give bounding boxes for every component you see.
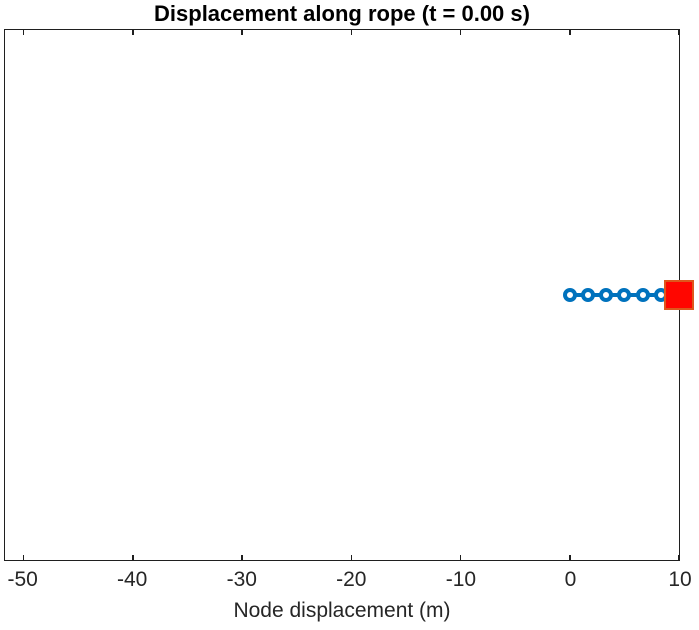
x-axis-tick-top — [132, 30, 134, 35]
rope-node-marker — [635, 288, 650, 302]
x-axis-tick-bottom — [569, 555, 571, 560]
x-axis-tick-top — [569, 30, 571, 35]
x-axis-tick-bottom — [678, 555, 680, 560]
x-axis-tick-bottom — [459, 555, 462, 560]
x-axis-tick-label: -10 — [445, 568, 477, 591]
x-axis-tick-top — [350, 30, 353, 35]
x-axis-tick-label: -30 — [226, 568, 257, 591]
x-axis-tick-label: -20 — [336, 568, 367, 591]
x-axis-tick-top — [241, 30, 243, 35]
end-mass-marker — [664, 280, 694, 310]
x-axis-tick-top — [459, 30, 462, 35]
chart-title: Displacement along rope (t = 0.00 s) — [154, 1, 530, 26]
x-axis-tick-bottom — [22, 555, 25, 560]
x-axis-tick-label: -50 — [7, 568, 38, 591]
x-axis-label: Node displacement (m) — [233, 599, 451, 622]
x-axis-tick-top — [678, 30, 680, 35]
rope-node-marker — [580, 288, 595, 302]
x-axis-tick-bottom — [241, 555, 243, 560]
x-axis-tick-bottom — [132, 555, 134, 560]
plot-area — [4, 29, 694, 561]
x-axis-tick-label: 0 — [564, 568, 577, 591]
rope-node-marker — [562, 288, 577, 302]
x-axis-tick-top — [22, 30, 25, 35]
rope-node-marker — [599, 288, 614, 302]
x-axis-tick-label: -40 — [117, 568, 148, 591]
rope-node-marker — [617, 288, 632, 302]
x-axis-tick-bottom — [350, 555, 353, 560]
x-tick-labels-row: -50 -40 -30 -20 -10 0 10 — [4, 568, 691, 592]
x-axis-tick-label: 10 — [668, 568, 692, 591]
